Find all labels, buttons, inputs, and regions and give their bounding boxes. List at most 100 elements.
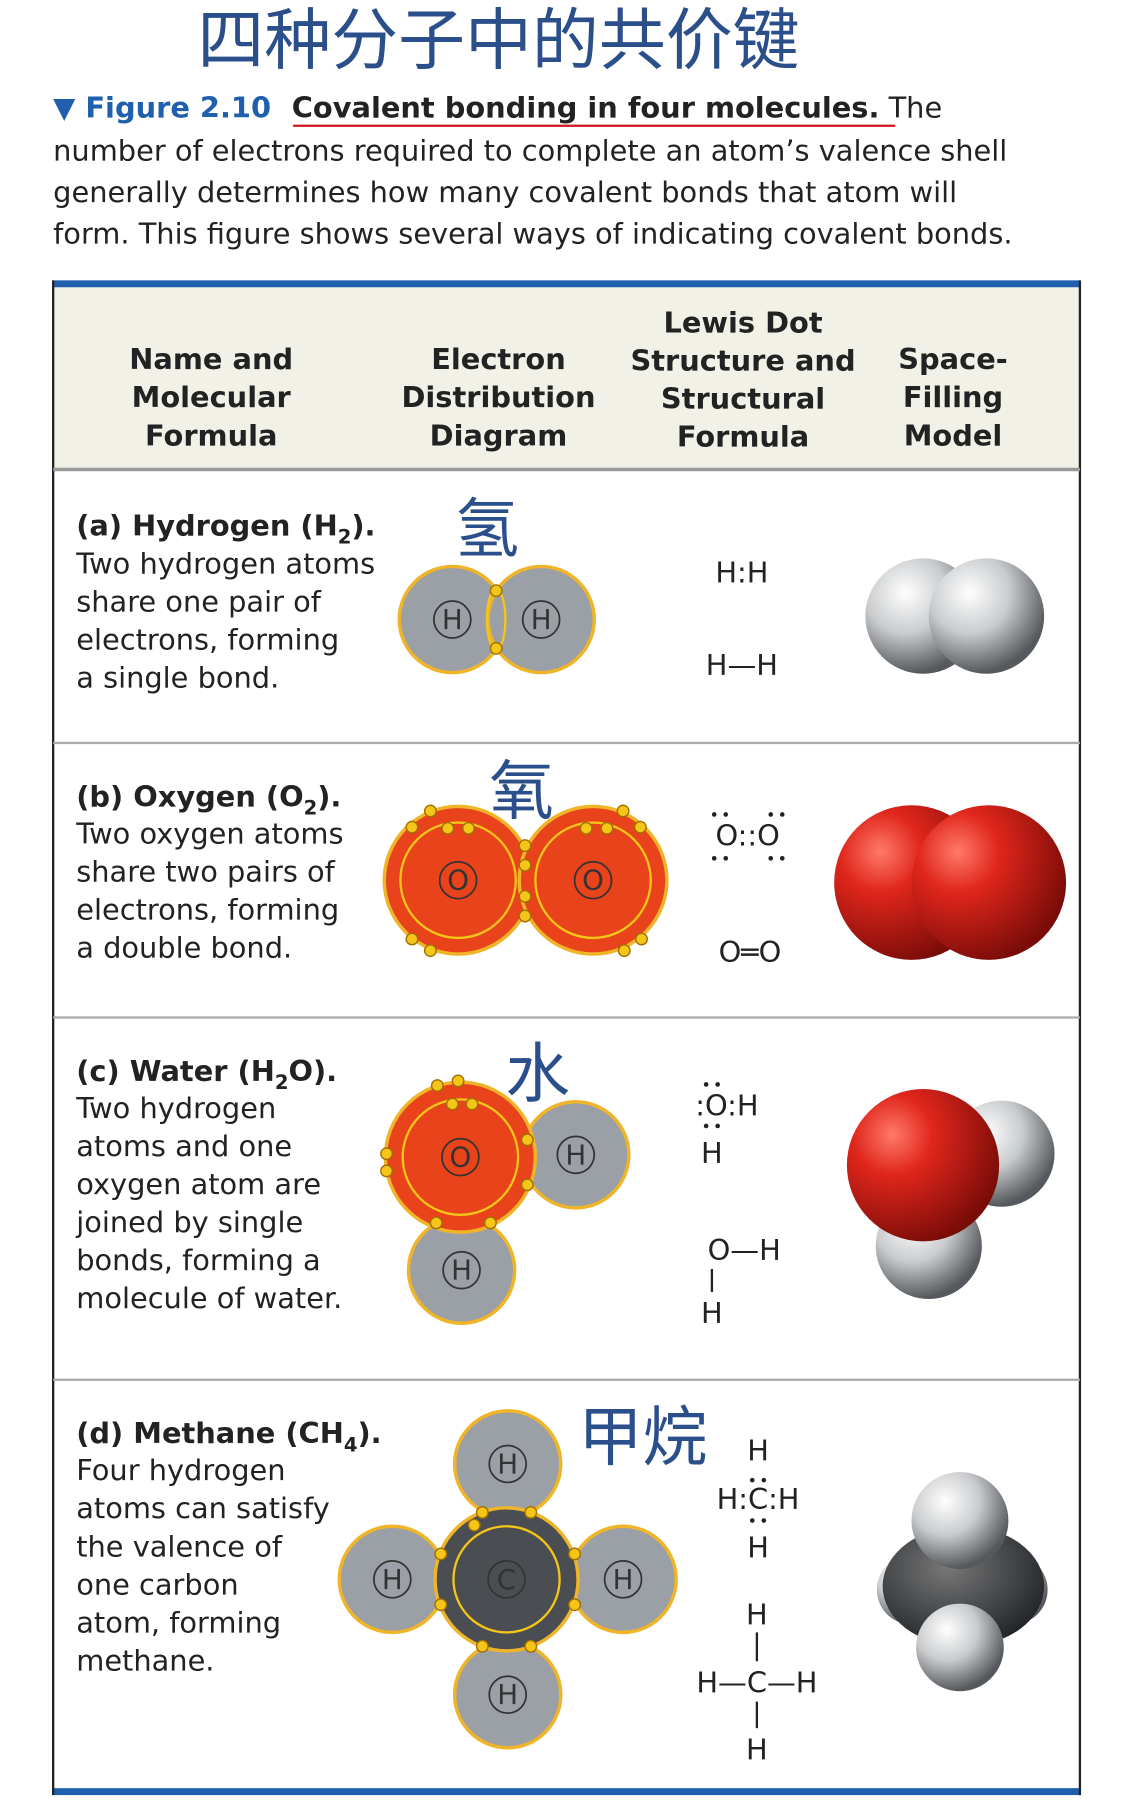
svg-text:(b) Oxygen (O2).: (b) Oxygen (O2). [76, 779, 341, 819]
header-lewis: Lewis Dot Structure and Structural Formu… [630, 305, 855, 453]
svg-text:Four hydrogen: Four hydrogen [76, 1453, 285, 1487]
row-d-text: (d) Methane (CH4). Four hydrogen atoms c… [76, 1416, 381, 1677]
svg-text:atom, forming: atom, forming [76, 1605, 281, 1639]
svg-text:Structure and: Structure and [630, 343, 855, 377]
svg-text:oxygen atom are: oxygen atom are [76, 1167, 321, 1201]
electron-dot [633, 820, 647, 834]
top-rule [53, 280, 1080, 288]
svg-text:H: H [701, 1136, 723, 1170]
svg-text:Molecular: Molecular [132, 380, 292, 414]
figure-label: ▼ Figure 2.10 [53, 91, 271, 125]
electron-dot [434, 1598, 448, 1612]
svg-text:(a) Hydrogen (H2).: (a) Hydrogen (H2). [76, 508, 375, 548]
svg-text:Filling: Filling [903, 380, 1003, 414]
svg-text:Electron: Electron [431, 342, 566, 376]
atom-symbol: O [582, 864, 604, 897]
electron-dot [465, 1097, 479, 1111]
caption-line-2: number of electrons required to complete… [53, 133, 1007, 167]
svg-text:H: H [746, 1597, 768, 1631]
atom-symbol: H [613, 1563, 634, 1596]
atom-symbol: O [447, 864, 469, 897]
header-space-filling: Space- Filling Model [898, 342, 1007, 452]
space-filling-water [846, 1089, 1055, 1300]
space-filling-hydrogen [865, 558, 1045, 674]
space-filling-oxygen [834, 805, 1067, 960]
oxygen-atom: O [517, 804, 669, 956]
hydrogen-atom: H [452, 1639, 563, 1750]
svg-text:one carbon: one carbon [76, 1567, 238, 1601]
hydrogen-atom: H [337, 1524, 448, 1635]
svg-text:(c) Water (H2O).: (c) Water (H2O). [76, 1054, 337, 1094]
electron-dot [518, 909, 532, 923]
atom-symbol: H [442, 603, 463, 636]
row-a-text: (a) Hydrogen (H2). Two hydrogen atoms sh… [75, 508, 375, 694]
electron-dot [617, 944, 631, 958]
svg-text:O::O: O::O [716, 819, 780, 853]
svg-text:Structural: Structural [661, 381, 825, 415]
electron-dot [524, 1505, 538, 1519]
svg-text:the valence of: the valence of [76, 1529, 283, 1563]
svg-text:joined by single: joined by single [75, 1205, 303, 1239]
svg-text:Space-: Space- [898, 342, 1007, 376]
cjk-methane: 甲烷 [578, 1400, 707, 1475]
electron-dot [429, 1216, 443, 1230]
cjk-water: 水 [505, 1037, 570, 1112]
electron-dot [489, 584, 503, 598]
electron-dot [423, 944, 437, 958]
electron-dot [489, 641, 503, 655]
atom-symbol: H [497, 1447, 518, 1480]
electron-dot [423, 804, 437, 818]
svg-text:methane.: methane. [76, 1643, 214, 1677]
electron-dot [445, 1097, 459, 1111]
svg-text:H:H: H:H [715, 556, 768, 590]
electron-dot [520, 1133, 534, 1147]
svg-text:share one pair of: share one pair of [76, 584, 322, 618]
svg-text:H: H [747, 1434, 769, 1468]
cjk-hydrogen: 氢 [455, 492, 520, 567]
hydrogen-atom: H [406, 1215, 517, 1325]
electron-dot [616, 804, 630, 818]
electron-dot [475, 1639, 489, 1653]
atom-symbol: O [450, 1141, 472, 1174]
row-b-text: (b) Oxygen (O2). Two oxygen atoms share … [75, 779, 343, 964]
svg-text:Formula: Formula [677, 419, 809, 453]
hydrogen-atom: H [568, 1524, 678, 1635]
svg-text:(d) Methane (CH4).: (d) Methane (CH4). [76, 1416, 381, 1456]
electron-dot [635, 932, 648, 946]
svg-text:H: H [701, 1296, 723, 1330]
electron-dot [475, 1505, 489, 1519]
electron-dot [405, 820, 419, 834]
svg-text:Distribution: Distribution [401, 380, 595, 414]
header-name: Name and Molecular Formula [129, 342, 293, 452]
hydrogen-atom: H [486, 564, 596, 675]
electron-dot [380, 1164, 394, 1178]
caption-line-4: form. This figure shows several ways of … [53, 216, 1012, 250]
electron-dot [441, 821, 455, 835]
svg-text:molecule of water.: molecule of water. [76, 1281, 342, 1315]
svg-text:H: H [746, 1732, 768, 1766]
svg-text:electrons, forming: electrons, forming [76, 892, 339, 926]
svg-text:share two pairs of: share two pairs of [76, 854, 335, 888]
electron-dot [462, 821, 475, 835]
svg-text:H:C:H: H:C:H [717, 1482, 800, 1516]
svg-text:a single bond.: a single bond. [76, 661, 279, 695]
svg-text:atoms and one: atoms and one [76, 1129, 292, 1163]
svg-text:Two hydrogen: Two hydrogen [75, 1091, 276, 1125]
caption-text: The [888, 91, 943, 125]
svg-text:O═O: O═O [719, 935, 782, 969]
svg-text:H—C—H: H—C—H [696, 1665, 817, 1699]
electron-dot [467, 1518, 481, 1532]
cjk-oxygen: 氧 [489, 754, 554, 829]
header-electron: Electron Distribution Diagram [401, 342, 595, 452]
electron-dot [483, 1216, 497, 1230]
electron-dot [600, 821, 614, 835]
electron-dot [568, 1547, 582, 1561]
svg-text:Formula: Formula [145, 418, 277, 452]
svg-text:Name and: Name and [129, 342, 293, 376]
svg-text:Lewis Dot: Lewis Dot [663, 305, 822, 339]
caption-line-1: ▼ Figure 2.10 Covalent bonding in four m… [53, 91, 942, 125]
electron-distribution-diagrams: H H O O H H O H H H H C [337, 564, 678, 1750]
caption-line-3: generally determines how many covalent b… [53, 175, 957, 209]
oxygen-atom: O [383, 1080, 538, 1234]
chinese-title: 四种分子中的共价键 [197, 1, 799, 79]
